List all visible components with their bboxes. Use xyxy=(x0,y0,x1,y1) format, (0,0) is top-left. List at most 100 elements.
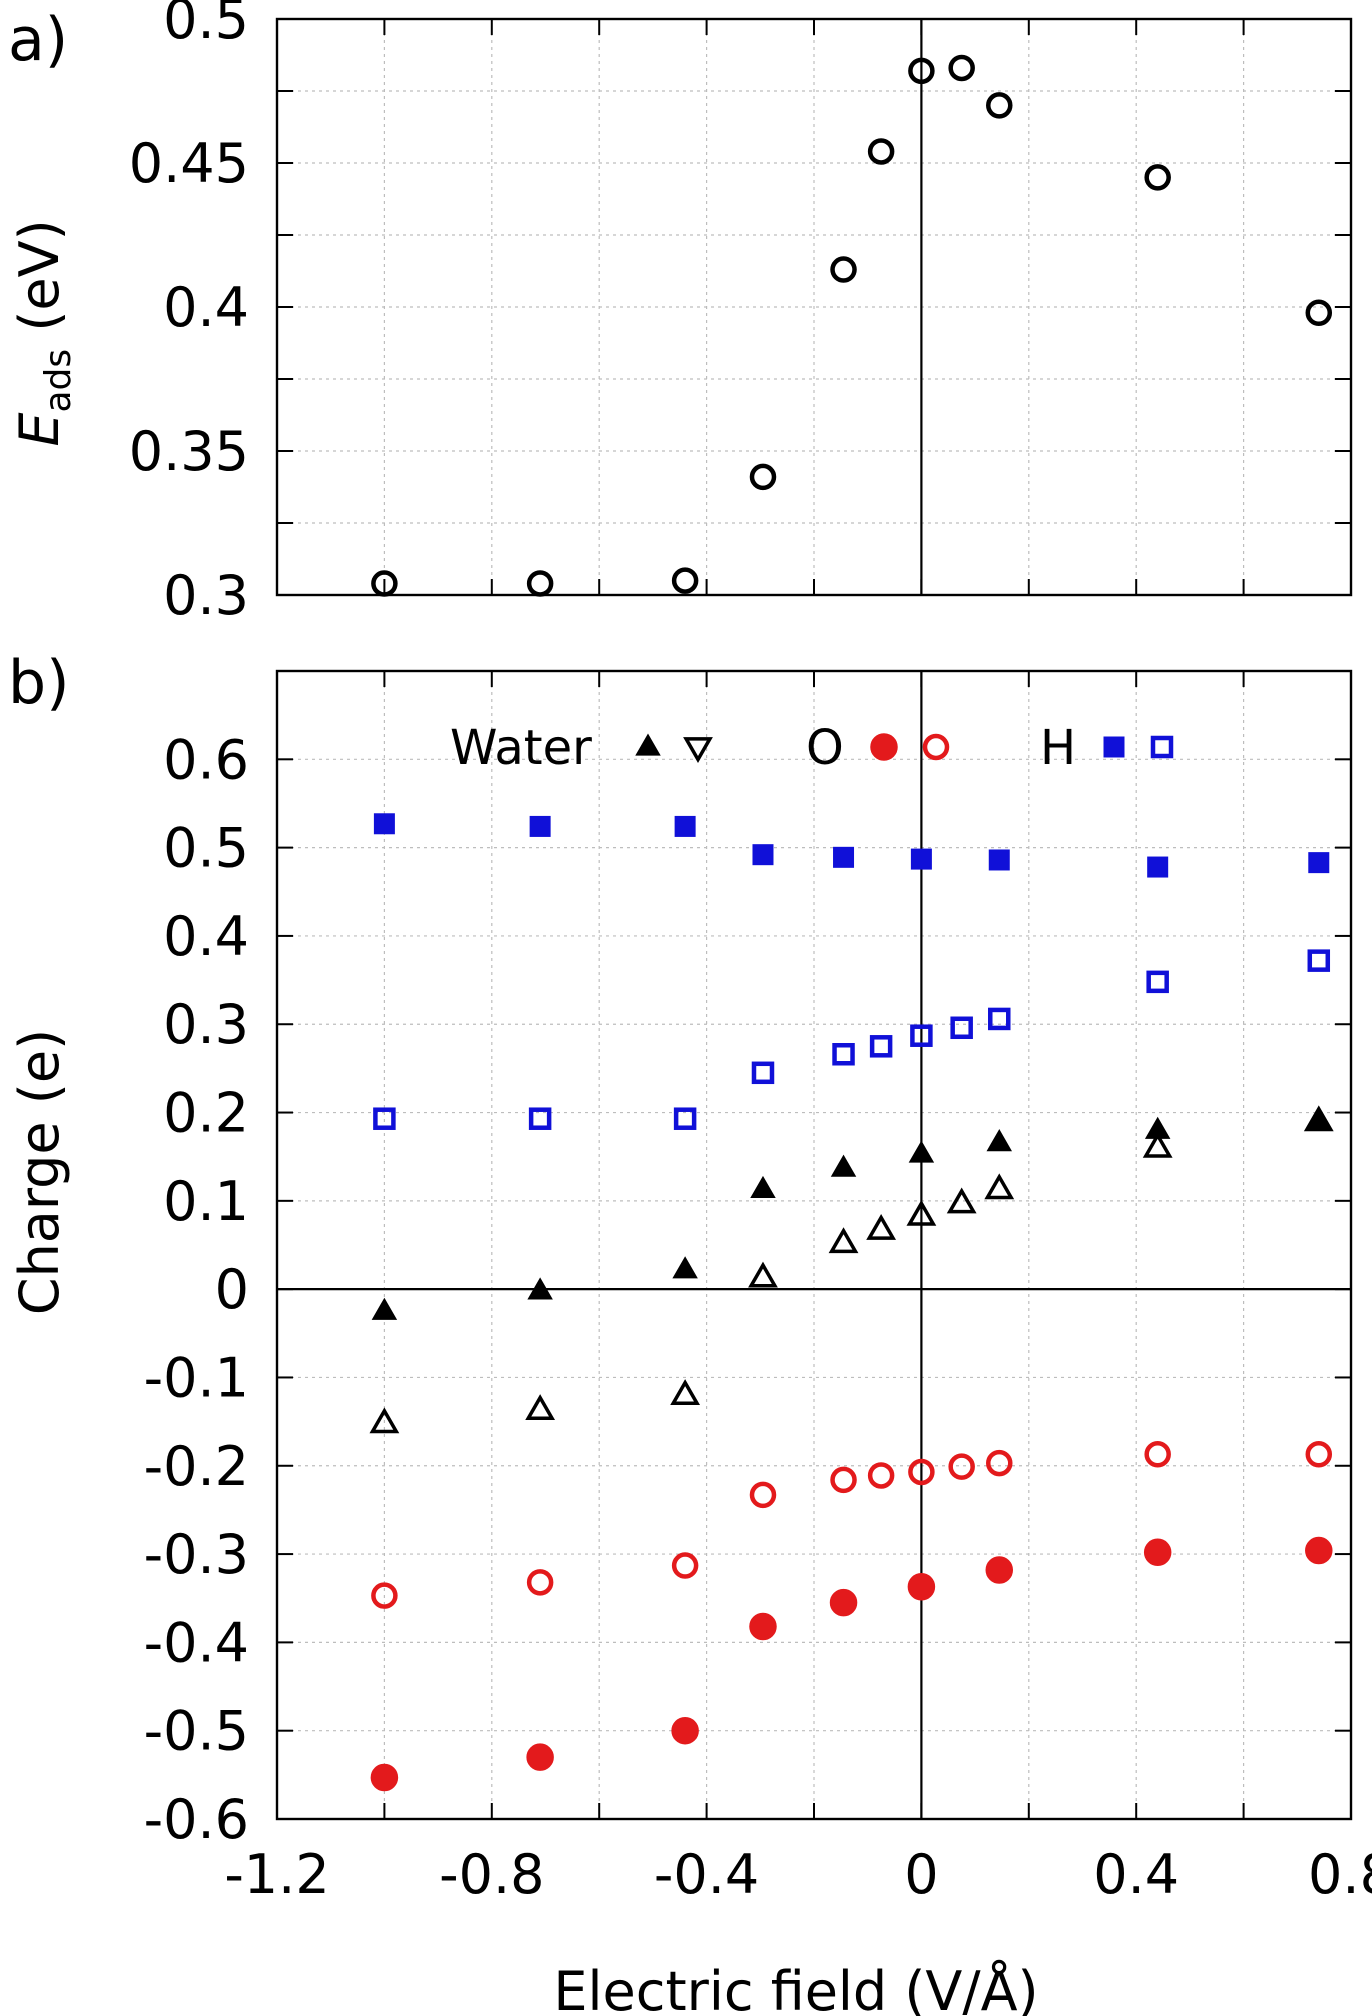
x-tick-label: 0 xyxy=(904,1843,938,1906)
data-point xyxy=(528,1107,552,1130)
ylabel-unit: (eV) xyxy=(8,219,71,348)
data-point xyxy=(985,1556,1014,1584)
data-point xyxy=(369,1407,400,1434)
data-point xyxy=(910,1024,933,1047)
data-point xyxy=(750,1175,776,1198)
data-point xyxy=(673,1107,697,1130)
y-tick-label: 0.6 xyxy=(163,728,249,791)
data-point xyxy=(749,1481,777,1509)
data-point xyxy=(371,570,398,597)
data-point xyxy=(1303,1105,1334,1132)
data-point xyxy=(984,1173,1015,1200)
data-point xyxy=(829,1588,858,1617)
data-point xyxy=(830,1154,857,1177)
plot-frame xyxy=(275,17,1353,597)
legend-marker-open-circle xyxy=(922,733,950,761)
data-point xyxy=(671,1716,699,1745)
data-point xyxy=(948,54,975,82)
y-tick-label: 0 xyxy=(215,1258,249,1321)
legend: Water O H xyxy=(450,720,1174,776)
series-water-filled-triangle-up xyxy=(371,1107,1332,1320)
panel-b-label: b) xyxy=(8,648,70,718)
y-tick-label: -0.4 xyxy=(144,1611,249,1674)
data-point xyxy=(986,1449,1013,1477)
data-point xyxy=(674,815,696,837)
series-open-circle xyxy=(371,54,1333,597)
data-point xyxy=(749,463,777,491)
legend-item-h: H xyxy=(1040,720,1174,776)
y-tick-label: -0.1 xyxy=(144,1346,249,1409)
data-point xyxy=(749,1612,777,1641)
x-tick-label: -0.8 xyxy=(439,1843,544,1906)
legend-marker-filled-circle xyxy=(870,733,898,761)
data-point xyxy=(1305,299,1333,327)
panel-a-y-axis-label: Eads (eV) xyxy=(8,219,79,446)
y-tick-label: 0.1 xyxy=(163,1170,249,1233)
data-point xyxy=(670,1379,701,1405)
data-point xyxy=(1143,1538,1172,1567)
y-tick-label: 0.45 xyxy=(129,132,249,195)
grid xyxy=(277,19,1351,595)
panel-a-energy-plot: a) Eads (eV) 0.3 0.35 0.4 0.45 0.5 xyxy=(8,0,1353,627)
data-point xyxy=(908,1458,935,1486)
y-tick-label: 0.35 xyxy=(129,420,249,483)
x-tick-label: -1.2 xyxy=(224,1843,329,1906)
data-point xyxy=(986,92,1013,119)
legend-marker-filled-triangle-up xyxy=(635,733,661,756)
data-point xyxy=(907,1573,936,1601)
data-point xyxy=(748,1261,778,1288)
data-point xyxy=(830,256,857,283)
data-point xyxy=(948,1453,975,1480)
data-point xyxy=(830,1466,857,1494)
x-tick-label: 0.4 xyxy=(1093,1843,1179,1906)
series-o-filled-circle xyxy=(370,1536,1333,1792)
data-point xyxy=(833,846,855,868)
data-point xyxy=(986,1129,1013,1152)
data-point xyxy=(1308,852,1330,874)
data-point xyxy=(671,1552,699,1579)
y-tick-label: 0.5 xyxy=(163,817,249,880)
panel-b-y-axis-label: Charge (e) xyxy=(8,1029,71,1315)
data-point xyxy=(751,1061,775,1085)
legend-label-h: H xyxy=(1040,720,1076,776)
data-point xyxy=(526,1569,554,1596)
data-point xyxy=(527,1277,553,1300)
data-point xyxy=(908,1140,935,1163)
data-point xyxy=(832,1043,855,1066)
data-point xyxy=(950,1016,973,1040)
y-tick-label: 0.4 xyxy=(163,905,249,968)
y-tick-label: -0.6 xyxy=(144,1788,249,1851)
data-point xyxy=(373,1107,396,1130)
data-point xyxy=(869,1035,893,1058)
panel-b-charge-plot: b) Charge (e) Electric field (V/Å) -0.6-… xyxy=(8,648,1372,2016)
data-point xyxy=(373,813,395,835)
data-point xyxy=(1305,1441,1333,1468)
data-point xyxy=(1307,949,1331,972)
x-tick-label: 0.8 xyxy=(1308,1843,1372,1906)
legend-label-o: O xyxy=(806,720,844,776)
data-point xyxy=(866,1213,897,1240)
data-point xyxy=(671,567,699,594)
data-point xyxy=(1142,1131,1173,1158)
data-point xyxy=(867,1462,895,1489)
y-tick-label: -0.3 xyxy=(144,1523,249,1586)
data-point xyxy=(526,1743,554,1771)
ylabel-symbol: E xyxy=(8,412,71,447)
y-tick-label: 0.3 xyxy=(163,564,249,627)
x-axis-label: Electric field (V/Å) xyxy=(553,1959,1038,2016)
data-point xyxy=(525,1394,556,1421)
data-point xyxy=(1146,970,1169,994)
data-point xyxy=(526,570,554,597)
data-point xyxy=(371,1582,398,1609)
y-tick-label: 0.2 xyxy=(163,1082,249,1145)
series-water-open-triangle-up xyxy=(369,1105,1334,1434)
data-point xyxy=(910,848,932,870)
data-point xyxy=(908,57,935,85)
data-point xyxy=(1305,1536,1333,1565)
data-point xyxy=(988,849,1010,871)
data-point xyxy=(867,138,895,165)
ylabel-subscript: ads xyxy=(38,349,79,413)
data-point xyxy=(672,1256,698,1279)
legend-item-o: O xyxy=(806,720,950,776)
